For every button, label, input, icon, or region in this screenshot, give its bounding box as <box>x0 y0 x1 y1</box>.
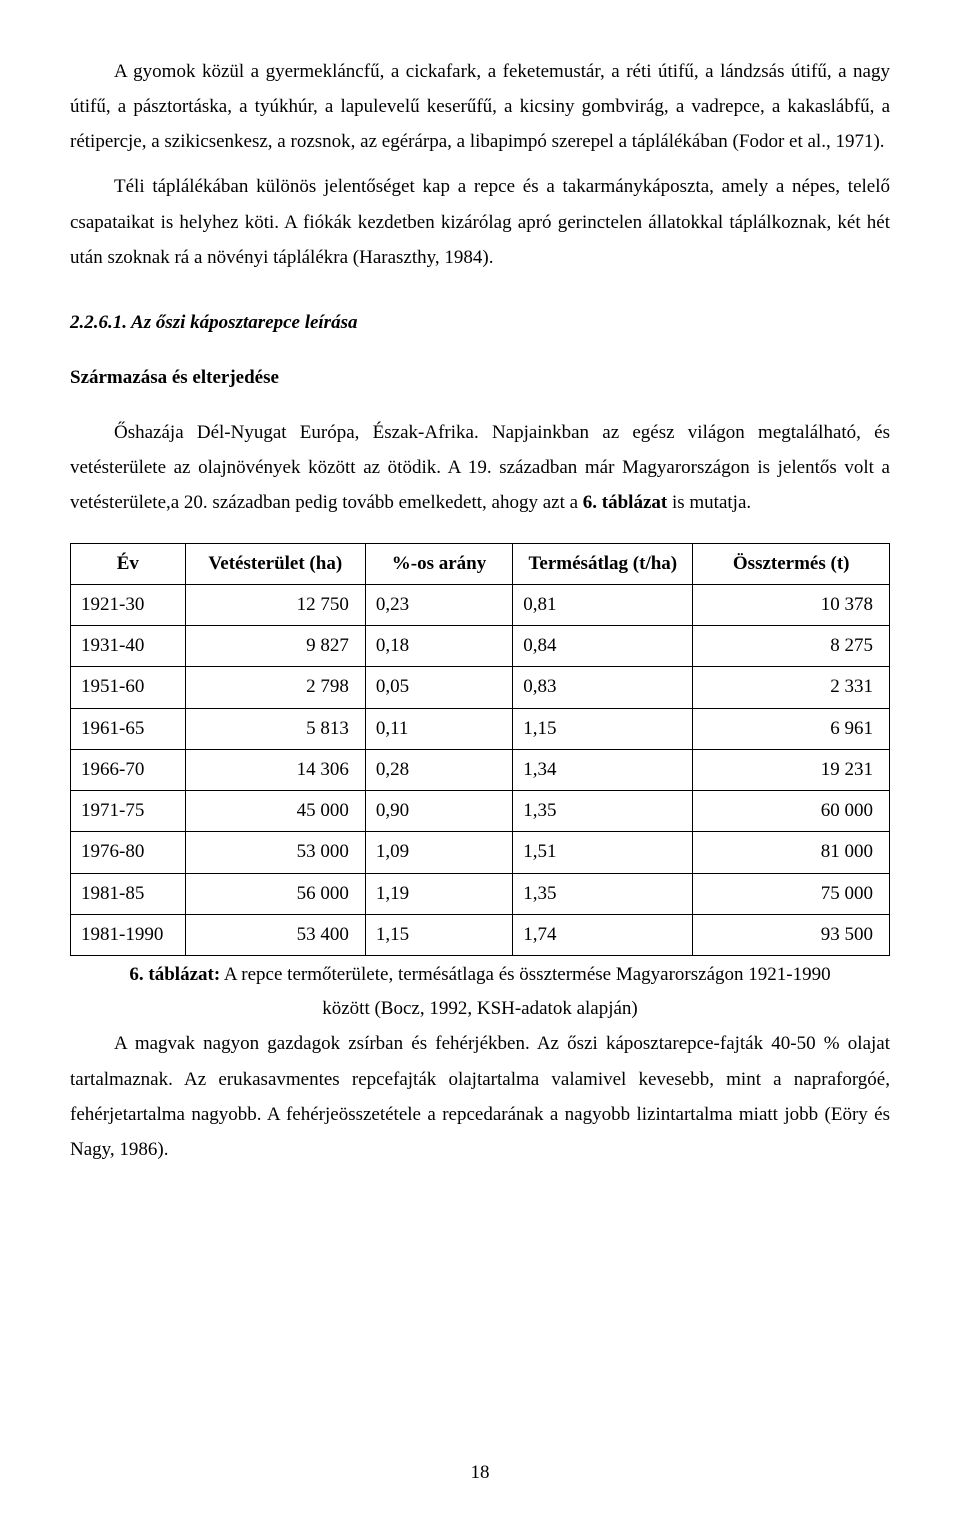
cell-pct: 0,23 <box>365 584 512 625</box>
cell-year: 1951-60 <box>71 667 186 708</box>
table-row: 1976-80 53 000 1,09 1,51 81 000 <box>71 832 890 873</box>
section-heading: 2.2.6.1. Az őszi káposztarepce leírása <box>70 305 890 340</box>
table-body: 1921-30 12 750 0,23 0,81 10 378 1931-40 … <box>71 584 890 955</box>
table-row: 1981-1990 53 400 1,15 1,74 93 500 <box>71 914 890 955</box>
cell-area: 12 750 <box>185 584 365 625</box>
cell-avg: 1,35 <box>513 791 693 832</box>
paragraph-3-pre: Őshazája Dél-Nyugat Európa, Észak-Afrika… <box>70 422 890 513</box>
cell-year: 1981-1990 <box>71 914 186 955</box>
cell-avg: 0,84 <box>513 626 693 667</box>
cell-year: 1921-30 <box>71 584 186 625</box>
cell-area: 5 813 <box>185 708 365 749</box>
cell-total: 75 000 <box>693 873 890 914</box>
table-row: 1981-85 56 000 1,19 1,35 75 000 <box>71 873 890 914</box>
cell-pct: 0,05 <box>365 667 512 708</box>
cell-area: 56 000 <box>185 873 365 914</box>
cell-year: 1931-40 <box>71 626 186 667</box>
cell-total: 60 000 <box>693 791 890 832</box>
cell-area: 45 000 <box>185 791 365 832</box>
cell-pct: 0,28 <box>365 749 512 790</box>
table-row: 1921-30 12 750 0,23 0,81 10 378 <box>71 584 890 625</box>
paragraph-1: A gyomok közül a gyermekláncfű, a cickaf… <box>70 54 890 159</box>
rapeseed-table: Év Vetésterület (ha) %-os arány Termésát… <box>70 543 890 957</box>
cell-pct: 0,90 <box>365 791 512 832</box>
cell-total: 8 275 <box>693 626 890 667</box>
table-row: 1966-70 14 306 0,28 1,34 19 231 <box>71 749 890 790</box>
cell-area: 14 306 <box>185 749 365 790</box>
cell-area: 2 798 <box>185 667 365 708</box>
paragraph-2: Téli táplálékában különös jelentőséget k… <box>70 169 890 274</box>
cell-pct: 1,19 <box>365 873 512 914</box>
col-header-area: Vetésterület (ha) <box>185 543 365 584</box>
cell-year: 1976-80 <box>71 832 186 873</box>
cell-pct: 0,18 <box>365 626 512 667</box>
cell-avg: 0,81 <box>513 584 693 625</box>
table-row: 1931-40 9 827 0,18 0,84 8 275 <box>71 626 890 667</box>
cell-avg: 1,15 <box>513 708 693 749</box>
cell-year: 1961-65 <box>71 708 186 749</box>
table-caption-label: 6. táblázat: <box>129 964 220 985</box>
paragraph-4: A magvak nagyon gazdagok zsírban és fehé… <box>70 1026 890 1167</box>
col-header-pct: %-os arány <box>365 543 512 584</box>
cell-total: 10 378 <box>693 584 890 625</box>
cell-total: 81 000 <box>693 832 890 873</box>
col-header-avg: Termésátlag (t/ha) <box>513 543 693 584</box>
table-header-row: Év Vetésterület (ha) %-os arány Termésát… <box>71 543 890 584</box>
cell-area: 53 000 <box>185 832 365 873</box>
document-page: A gyomok közül a gyermekláncfű, a cickaf… <box>0 0 960 1518</box>
cell-avg: 1,51 <box>513 832 693 873</box>
cell-avg: 1,34 <box>513 749 693 790</box>
cell-pct: 0,11 <box>365 708 512 749</box>
table-row: 1961-65 5 813 0,11 1,15 6 961 <box>71 708 890 749</box>
cell-area: 9 827 <box>185 626 365 667</box>
cell-year: 1971-75 <box>71 791 186 832</box>
paragraph-3: Őshazája Dél-Nyugat Európa, Észak-Afrika… <box>70 415 890 520</box>
table-caption-line2: között (Bocz, 1992, KSH-adatok alapján) <box>322 998 638 1019</box>
table-caption: 6. táblázat: A repce termőterülete, term… <box>70 958 890 1026</box>
cell-pct: 1,09 <box>365 832 512 873</box>
cell-avg: 1,35 <box>513 873 693 914</box>
cell-total: 19 231 <box>693 749 890 790</box>
col-header-total: Össztermés (t) <box>693 543 890 584</box>
cell-area: 53 400 <box>185 914 365 955</box>
paragraph-3-post: is mutatja. <box>667 492 751 513</box>
paragraph-3-table-ref: 6. táblázat <box>583 492 667 513</box>
cell-year: 1966-70 <box>71 749 186 790</box>
cell-avg: 0,83 <box>513 667 693 708</box>
cell-total: 93 500 <box>693 914 890 955</box>
col-header-year: Év <box>71 543 186 584</box>
cell-total: 2 331 <box>693 667 890 708</box>
table-row: 1971-75 45 000 0,90 1,35 60 000 <box>71 791 890 832</box>
cell-avg: 1,74 <box>513 914 693 955</box>
cell-pct: 1,15 <box>365 914 512 955</box>
subheading-origin: Származása és elterjedése <box>70 360 890 395</box>
table-row: 1951-60 2 798 0,05 0,83 2 331 <box>71 667 890 708</box>
cell-total: 6 961 <box>693 708 890 749</box>
page-number: 18 <box>0 1455 960 1490</box>
table-caption-line1: A repce termőterülete, termésátlaga és ö… <box>220 964 830 985</box>
cell-year: 1981-85 <box>71 873 186 914</box>
